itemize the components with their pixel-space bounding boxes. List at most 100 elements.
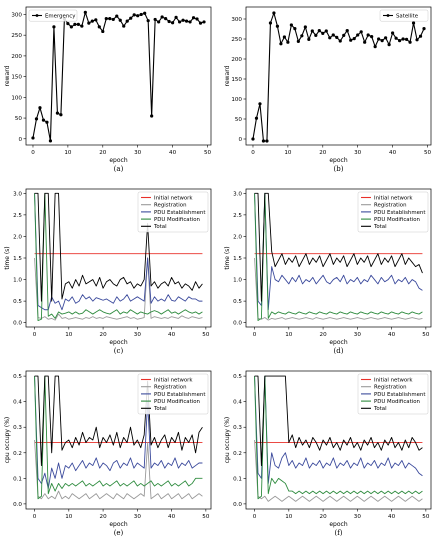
x-tick-label: 40 bbox=[388, 514, 396, 520]
figure-caption: (a) bbox=[114, 165, 124, 173]
x-tick-label: 50 bbox=[202, 332, 210, 338]
legend-entry: PDU Establishment bbox=[154, 392, 205, 398]
y-tick-label: 0.2 bbox=[233, 451, 242, 457]
data-point bbox=[80, 24, 84, 28]
data-point bbox=[366, 33, 370, 37]
y-axis-label: reward bbox=[224, 65, 231, 86]
series-line-pdu-modification bbox=[34, 192, 203, 321]
data-point bbox=[331, 33, 335, 37]
data-point bbox=[83, 10, 87, 14]
data-point bbox=[296, 39, 300, 44]
data-point bbox=[338, 39, 342, 43]
data-point bbox=[136, 14, 140, 18]
chart-b: 0 10 20 30 40 50 0 50 100 150 200 250 300 epoch reward… bbox=[224, 6, 432, 173]
data-point bbox=[401, 37, 405, 41]
x-axis-label: epoch bbox=[329, 521, 347, 528]
series-line-pdu-modification bbox=[254, 375, 423, 500]
y-tick-label: 0.5 bbox=[233, 374, 242, 380]
data-point bbox=[279, 42, 283, 46]
x-tick-label: 10 bbox=[65, 514, 73, 520]
data-point bbox=[45, 120, 49, 124]
legend-entry: PDU Modification bbox=[154, 399, 200, 405]
data-point bbox=[55, 111, 60, 115]
data-point bbox=[125, 19, 129, 23]
y-tick-label: 1.0 bbox=[233, 278, 242, 284]
y-tick-label: 300 bbox=[231, 17, 242, 23]
y-tick-label: 0.5 bbox=[13, 374, 22, 380]
series-line-registration bbox=[34, 439, 203, 500]
plot-frame bbox=[25, 370, 212, 510]
data-point bbox=[76, 22, 80, 27]
data-point bbox=[94, 18, 98, 22]
legend-box bbox=[357, 191, 429, 233]
y-tick-label: 0.2 bbox=[13, 451, 22, 457]
x-tick-label: 20 bbox=[320, 514, 328, 520]
legend-entry: Registration bbox=[154, 203, 187, 209]
legend-entry: Registration bbox=[374, 385, 407, 391]
x-tick-label: 30 bbox=[354, 514, 362, 520]
figure-caption: (e) bbox=[114, 529, 124, 537]
data-point bbox=[307, 37, 311, 42]
data-point bbox=[104, 17, 108, 21]
x-axis-label: epoch bbox=[109, 339, 127, 346]
y-tick-label: 150 bbox=[11, 75, 22, 81]
data-point bbox=[303, 25, 307, 29]
data-point bbox=[293, 27, 297, 31]
data-point bbox=[356, 33, 360, 37]
data-point bbox=[139, 12, 143, 17]
data-point bbox=[38, 106, 42, 110]
data-point bbox=[349, 38, 353, 42]
legend: Satellite bbox=[379, 9, 429, 22]
data-point bbox=[164, 17, 168, 21]
legend-entry: Total bbox=[153, 224, 167, 230]
x-tick-label: 20 bbox=[99, 150, 107, 156]
data-point bbox=[387, 43, 391, 47]
legend-entry: Emergency bbox=[45, 13, 76, 19]
y-tick-label: 0.3 bbox=[233, 425, 242, 431]
data-point bbox=[289, 23, 293, 27]
data-point bbox=[108, 17, 112, 21]
data-point bbox=[143, 11, 147, 15]
series-line-total bbox=[254, 192, 423, 302]
figure-caption: (f) bbox=[334, 529, 342, 537]
series-line-pdu-modification bbox=[34, 375, 203, 500]
data-point bbox=[282, 35, 286, 39]
legend-marker bbox=[386, 14, 390, 17]
legend-entry: PDU Modification bbox=[374, 217, 420, 223]
y-tick-label: 0.0 bbox=[13, 321, 22, 327]
data-point bbox=[52, 25, 56, 29]
y-axis-label: cpu occupy (%) bbox=[4, 417, 11, 464]
x-tick-label: 30 bbox=[134, 514, 142, 520]
data-point bbox=[352, 37, 356, 41]
legend-entry: Satellite bbox=[396, 13, 419, 19]
x-axis-label: epoch bbox=[329, 157, 347, 164]
x-tick-label: 20 bbox=[100, 514, 108, 520]
y-axis-label: time (s) bbox=[224, 246, 231, 269]
x-tick-label: 0 bbox=[33, 332, 37, 338]
x-tick-label: 0 bbox=[253, 514, 257, 520]
data-point bbox=[328, 36, 332, 40]
data-point bbox=[363, 40, 367, 44]
data-point bbox=[411, 21, 416, 25]
y-tick-label: 1.0 bbox=[13, 278, 22, 284]
data-point bbox=[174, 15, 178, 19]
figure-caption: (c) bbox=[114, 347, 124, 355]
legend-entry: Initial network bbox=[374, 377, 413, 383]
data-point bbox=[261, 139, 266, 143]
y-axis-label: cpu occupy (%) bbox=[224, 417, 231, 464]
data-point bbox=[380, 39, 384, 43]
data-point bbox=[286, 40, 290, 44]
data-point bbox=[87, 21, 91, 25]
legend-box bbox=[28, 9, 78, 22]
x-axis-label: epoch bbox=[109, 521, 127, 528]
y-tick-label: 2.5 bbox=[233, 213, 242, 219]
x-tick-label: 30 bbox=[134, 332, 142, 338]
series-line-registration bbox=[254, 439, 423, 502]
data-point bbox=[275, 24, 280, 28]
legend-box bbox=[357, 373, 429, 415]
x-tick-label: 10 bbox=[284, 150, 292, 156]
figure-caption: (b) bbox=[334, 165, 344, 173]
chart-f: 0 10 20 30 40 50 0.0 0.1 0.2 0.3 0.4 0.5 epoch cpu oc… bbox=[224, 370, 432, 537]
